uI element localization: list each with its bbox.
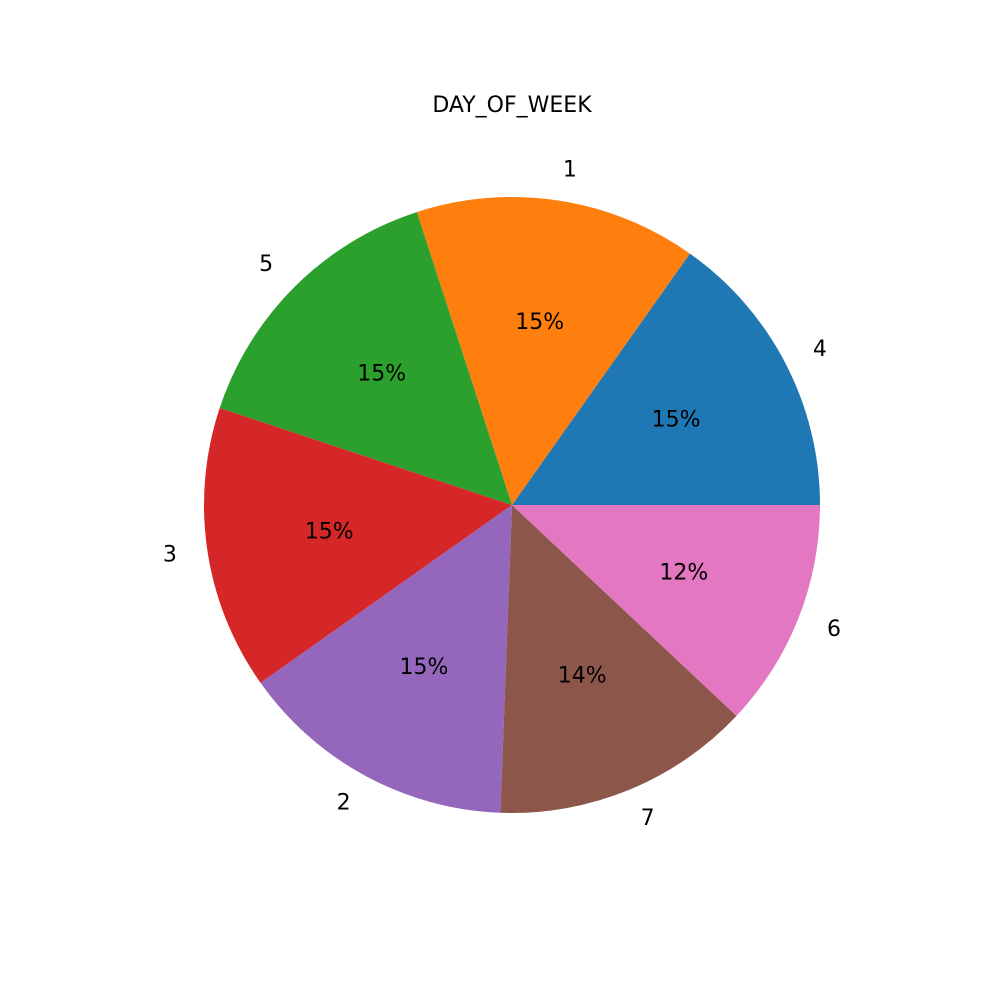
slice-label-1: 1 [563,158,577,183]
slice-percent-7: 14% [558,663,607,688]
pie-slice-1 [416,197,690,505]
slice-percent-1: 15% [515,310,564,335]
chart-title: DAY_OF_WEEK [432,93,592,118]
slice-percent-2: 15% [400,655,449,680]
pie-slice-3 [204,407,512,683]
pie-labels: 4 15% 1 15% 5 15% 3 15% 2 15% 7 14% 6 12% [163,158,841,831]
pie-slice-6 [512,505,821,716]
slice-percent-5: 15% [357,361,406,386]
slice-label-6: 6 [827,617,841,642]
pie-slice-7 [500,505,737,813]
slice-label-3: 3 [163,542,177,567]
pie-slice-2 [260,505,512,813]
slice-label-5: 5 [259,252,273,277]
slice-percent-6: 12% [659,561,708,586]
slice-label-7: 7 [641,806,655,831]
slice-percent-3: 15% [305,520,354,545]
slice-label-2: 2 [337,790,351,815]
pie-slice-5 [219,212,512,506]
slice-label-4: 4 [813,337,827,362]
slice-percent-4: 15% [652,408,701,433]
pie-slices [204,197,821,813]
pie-slice-4 [512,253,820,505]
